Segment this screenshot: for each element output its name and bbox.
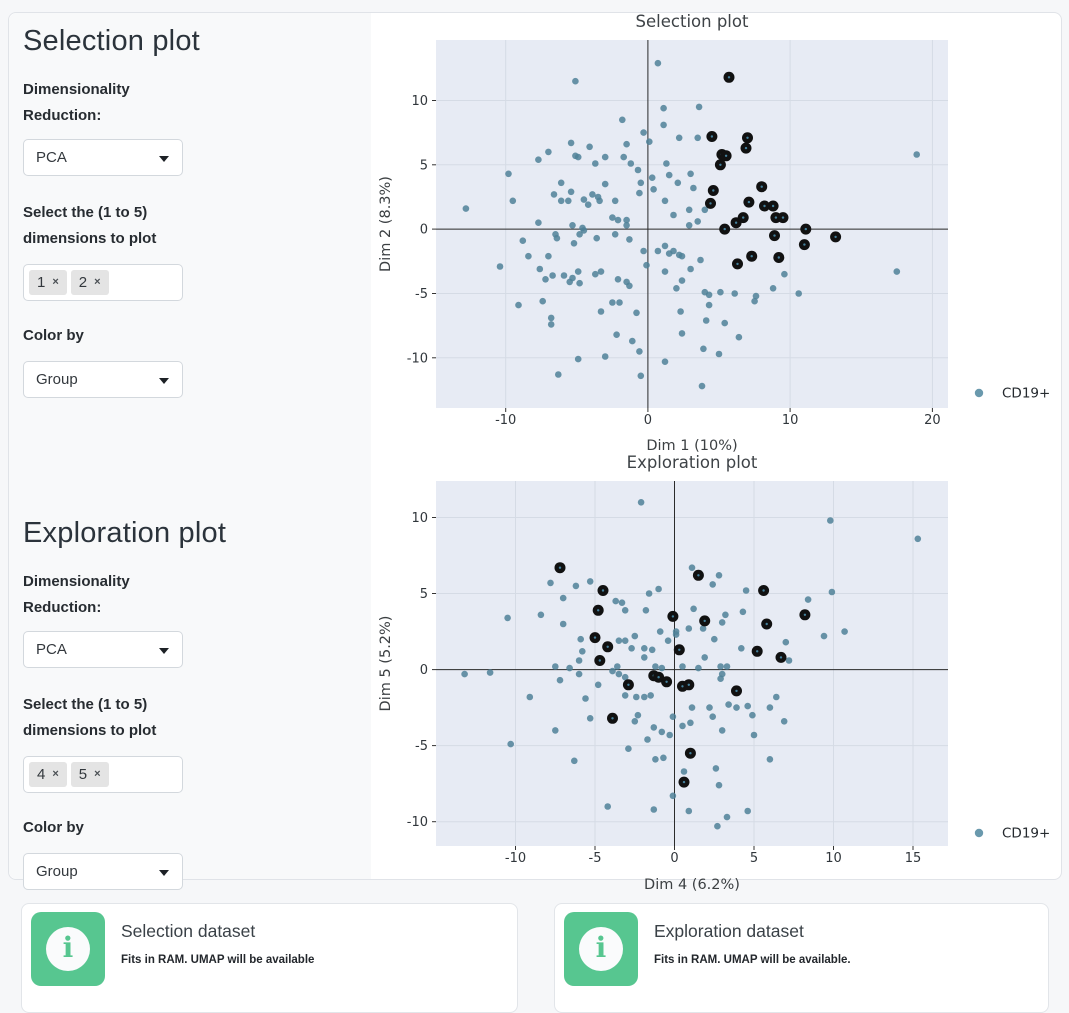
svg-text:Dim 4 (6.2%): Dim 4 (6.2%)	[644, 877, 740, 893]
selection-dr-select[interactable]: PCA	[23, 139, 183, 176]
svg-text:Exploration plot: Exploration plot	[627, 455, 758, 472]
exploration-dr-select[interactable]: PCA	[23, 631, 183, 668]
dim-token[interactable]: 5 ×	[70, 762, 109, 787]
svg-text:10: 10	[411, 94, 428, 109]
dataset-card-title: Exploration dataset	[654, 921, 804, 941]
dim-token[interactable]: 2 ×	[70, 270, 109, 295]
svg-text:5: 5	[750, 851, 758, 866]
exploration-dims-label: Select the (1 to 5) dimensions to plot	[23, 696, 157, 739]
svg-text:0: 0	[420, 223, 428, 238]
svg-text:0: 0	[420, 663, 428, 678]
svg-text:Dim 1 (10%): Dim 1 (10%)	[646, 438, 737, 454]
dataset-card-subtitle: Fits in RAM. UMAP will be available	[121, 954, 315, 966]
selection-dims-label: Select the (1 to 5) dimensions to plot	[23, 204, 157, 247]
svg-text:-10: -10	[407, 351, 428, 366]
selection-color-by-select[interactable]: Group	[23, 361, 183, 398]
chevron-down-icon	[159, 870, 169, 876]
svg-text:-10: -10	[505, 851, 526, 866]
exploration-color-by-select[interactable]: Group	[23, 853, 183, 890]
svg-text:-5: -5	[589, 851, 602, 866]
svg-text:10: 10	[411, 511, 428, 526]
svg-text:0: 0	[644, 413, 652, 428]
selection-section-title: Selection plot	[23, 25, 200, 57]
exploration-controls-section: Exploration plot Dimensionality Reduction…	[23, 511, 353, 890]
svg-text:-5: -5	[415, 287, 428, 302]
svg-text:-10: -10	[495, 413, 516, 428]
svg-text:20: 20	[924, 413, 941, 428]
chevron-down-icon	[159, 648, 169, 654]
sidebar: Selection plot Dimensionality Reduction: …	[9, 13, 371, 890]
svg-text:10: 10	[825, 851, 842, 866]
chevron-down-icon	[159, 378, 169, 384]
dimensionality-reduction-label: Dimensionality Reduction:	[23, 573, 130, 616]
exploration-section-title: Exploration plot	[23, 517, 227, 549]
svg-text:CD19+: CD19+	[1002, 826, 1050, 842]
remove-token-icon[interactable]: ×	[94, 768, 101, 780]
dataset-card-title: Selection dataset	[121, 921, 256, 941]
svg-text:-10: -10	[407, 815, 428, 830]
svg-text:5: 5	[420, 158, 428, 173]
svg-text:Dim 2 (8.3%): Dim 2 (8.3%)	[378, 176, 394, 272]
svg-text:15: 15	[905, 851, 922, 866]
exploration-dr-value: PCA	[36, 641, 67, 658]
remove-token-icon[interactable]: ×	[94, 276, 101, 288]
exploration-color-by-value: Group	[36, 863, 78, 880]
selection-dims-input[interactable]: 1 × 2 ×	[23, 264, 183, 301]
info-icon: i	[564, 912, 638, 986]
dataset-card-subtitle: Fits in RAM. UMAP will be available.	[654, 954, 851, 966]
selection-color-by-label: Color by	[23, 327, 84, 344]
svg-text:CD19+: CD19+	[1002, 386, 1050, 402]
remove-token-icon[interactable]: ×	[52, 276, 59, 288]
exploration-dims-input[interactable]: 4 × 5 ×	[23, 756, 183, 793]
selection-controls-section: Selection plot Dimensionality Reduction: …	[23, 19, 353, 398]
selection-scatter-plot[interactable]: -10 0 10 20 -10 -5 0 5 10 Selection plot Dim 1 (10…	[370, 0, 1069, 455]
svg-text:-5: -5	[415, 739, 428, 754]
selection-color-by-value: Group	[36, 371, 78, 388]
exploration-dataset-card: i Exploration dataset Fits in RAM. UMAP …	[554, 903, 1049, 1013]
dim-token[interactable]: 4 ×	[29, 762, 67, 787]
remove-token-icon[interactable]: ×	[52, 768, 59, 780]
exploration-scatter-plot[interactable]: -10 -5 0 5 10 15 -10 -5 0 5 10 Exploration plot Dim …	[370, 453, 1069, 899]
info-icon: i	[31, 912, 105, 986]
svg-text:Dim 5 (5.2%): Dim 5 (5.2%)	[378, 616, 394, 712]
svg-text:0: 0	[670, 851, 678, 866]
selection-dataset-card: i Selection dataset Fits in RAM. UMAP wi…	[21, 903, 518, 1013]
svg-text:10: 10	[782, 413, 799, 428]
svg-text:5: 5	[420, 587, 428, 602]
dim-token[interactable]: 1 ×	[29, 270, 67, 295]
selection-dr-value: PCA	[36, 149, 67, 166]
chevron-down-icon	[159, 156, 169, 162]
exploration-color-by-label: Color by	[23, 819, 84, 836]
svg-text:Selection plot: Selection plot	[636, 12, 749, 31]
dimensionality-reduction-label: Dimensionality Reduction:	[23, 81, 130, 124]
